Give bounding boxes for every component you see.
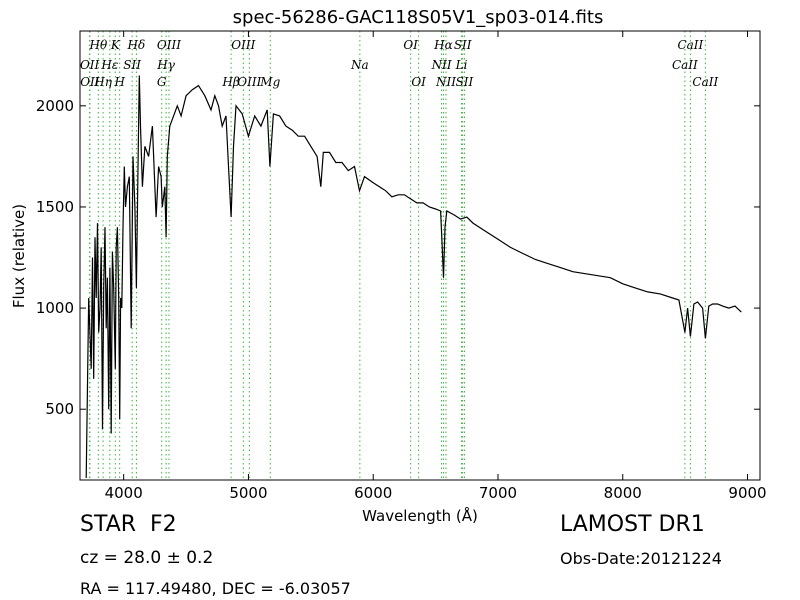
spectral-line-label: NII — [435, 75, 456, 89]
spectral-line-label: CaII — [672, 58, 698, 72]
observation-date: Obs-Date:20121224 — [560, 549, 722, 568]
y-tick-label: 1500 — [36, 198, 74, 216]
x-tick-label: 4000 — [105, 484, 143, 502]
object-subclass: F2 — [150, 512, 177, 537]
axes-frame — [79, 30, 761, 481]
spectral-line-label: OIII — [231, 38, 255, 52]
spectral-line-label: Hα — [433, 38, 453, 52]
object-classification: STAR F2 — [80, 512, 177, 537]
x-tick-label: 9000 — [728, 484, 766, 502]
y-axis-label: Flux (relative) — [10, 204, 28, 308]
spectral-line-label: H — [113, 75, 125, 89]
spectral-line-label: Hη — [93, 75, 112, 89]
x-tick-label: 7000 — [479, 484, 517, 502]
x-tick-label: 8000 — [604, 484, 642, 502]
spectrum-line — [85, 75, 742, 479]
spectral-line-markers — [89, 31, 706, 480]
spectral-line-label: Hθ — [88, 38, 107, 52]
survey-name: LAMOST DR1 — [560, 512, 705, 537]
spectral-line-label: NII — [431, 58, 452, 72]
y-tick-label: 2000 — [36, 97, 74, 115]
spectral-line-label: K — [110, 38, 121, 52]
x-tick-label: 5000 — [229, 484, 267, 502]
spectral-line-label: SII — [456, 75, 474, 89]
spectral-line-label: SII — [454, 38, 472, 52]
spectral-line-label: Hβ — [221, 75, 239, 89]
spectral-line-label: OIII — [157, 38, 181, 52]
spectral-line-label: OIII — [237, 75, 261, 89]
spectral-line-label: G — [157, 75, 167, 89]
spectral-line-label: CaII — [677, 38, 703, 52]
redshift-text: cz = 28.0 ± 0.2 — [80, 548, 214, 568]
spectral-line-label: OI — [411, 75, 426, 89]
spectral-line-label: SII — [123, 58, 141, 72]
spectral-line-label: Hδ — [127, 38, 146, 52]
y-tick-label: 1000 — [36, 299, 74, 317]
spectral-line-label: Hγ — [156, 58, 175, 72]
object-type: STAR — [80, 512, 137, 537]
spectral-line-label: Li — [455, 58, 468, 72]
spectral-line-label: CaII — [692, 75, 718, 89]
spectral-line-label: Mg — [259, 75, 280, 89]
spectral-line-label: OII — [80, 75, 100, 89]
chart-title: spec-56286-GAC118S05V1_sp03-014.fits — [233, 7, 604, 28]
spectral-line-label: Na — [350, 58, 369, 72]
spectral-line-label: Hε — [100, 58, 118, 72]
spectral-line-label: OI — [403, 38, 418, 52]
x-axis-label: Wavelength (Å) — [362, 506, 478, 525]
axis-ticks: 4000 5000 6000 7000 8000 9000 500 1000 1500 2000 — [36, 31, 767, 502]
coordinates-text: RA = 117.49480, DEC = -6.03057 — [80, 579, 351, 598]
x-tick-label: 6000 — [354, 484, 392, 502]
y-tick-label: 500 — [45, 400, 74, 418]
spectral-line-label: OII — [80, 58, 100, 72]
